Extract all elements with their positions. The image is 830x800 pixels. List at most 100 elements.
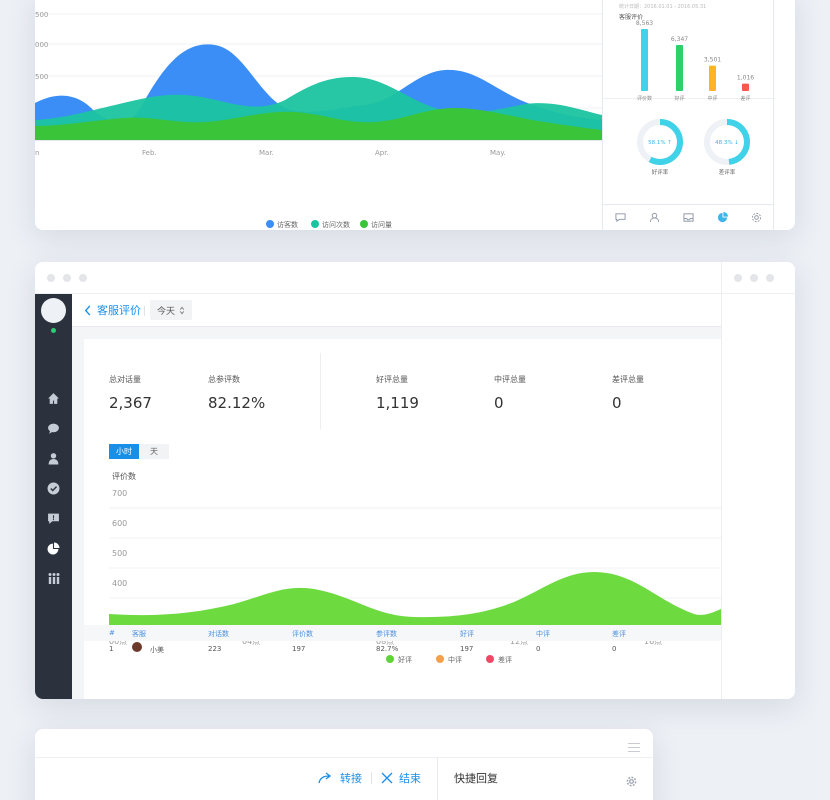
- phone-tab-bar: [603, 204, 773, 230]
- y-tick: 700: [112, 489, 127, 498]
- window-maximize-dot[interactable]: [79, 274, 87, 282]
- top-y-tick: 000: [35, 41, 48, 49]
- team-icon[interactable]: [46, 571, 61, 586]
- legend-label[interactable]: 访问次数: [322, 220, 350, 229]
- table-cell: 小美: [150, 646, 164, 654]
- chart-ylabel: 评价数: [112, 471, 136, 481]
- inbox-icon[interactable]: [681, 211, 695, 225]
- stat-participation: 总参评数 82.12%: [208, 374, 265, 412]
- back-link[interactable]: 客服评价: [84, 302, 141, 318]
- stat-bad-total: 差评总量 0: [612, 374, 644, 412]
- legend-label[interactable]: 访问量: [371, 220, 392, 229]
- phone-bar-label: 评价数: [637, 95, 652, 102]
- chat-icon[interactable]: [46, 421, 61, 436]
- phone-bar: [709, 65, 716, 91]
- table-cell: 197: [292, 645, 306, 653]
- end-chat-button[interactable]: 结束: [381, 770, 421, 786]
- home-icon[interactable]: [46, 391, 61, 406]
- phone-bar-value: 6,347: [671, 36, 688, 43]
- page-title: 客服评价: [97, 304, 141, 317]
- column-header[interactable]: 评价数: [292, 630, 313, 638]
- avatar[interactable]: [41, 298, 66, 323]
- mobile-preview: 统计日期：2016.01.01 - 2016.05.31 客服评价 8,563 评…: [602, 0, 775, 230]
- table-cell: 223: [208, 645, 222, 653]
- legend-label[interactable]: 访客数: [277, 220, 298, 229]
- chevron-left-icon: [84, 304, 91, 316]
- legend-swatch: [266, 220, 274, 228]
- phone-bar-value: 3,501: [704, 57, 721, 64]
- phone-bar: [641, 29, 648, 91]
- top-y-tick: 500: [35, 11, 48, 19]
- check-circle-icon[interactable]: [46, 481, 61, 496]
- period-select[interactable]: 今天: [150, 300, 193, 320]
- column-header[interactable]: #: [109, 629, 115, 637]
- transfer-button[interactable]: 转接: [318, 770, 362, 786]
- column-header[interactable]: 中评: [536, 630, 550, 638]
- window-close-dot[interactable]: [734, 274, 742, 282]
- donut-value: 58.1% ↑: [648, 139, 672, 146]
- top-legend[interactable]: 访客数 访问次数 访问量: [266, 220, 392, 229]
- tab-hour[interactable]: 小时: [109, 444, 139, 459]
- gear-icon[interactable]: [749, 211, 763, 225]
- user-icon[interactable]: [647, 211, 661, 225]
- stat-value: 82.12%: [208, 394, 266, 412]
- legend-swatch: [360, 220, 368, 228]
- window-close-dot[interactable]: [47, 274, 55, 282]
- panel-divider: [437, 757, 438, 800]
- table-header: # 客服 对话数 评价数 参评数 好评 中评 差评: [84, 625, 721, 641]
- legend-label[interactable]: 中评: [448, 655, 462, 664]
- table-cell: 0: [536, 645, 541, 653]
- x-tick: 08点: [376, 637, 394, 646]
- page-header: 客服评价 今天: [72, 294, 721, 327]
- tab-day[interactable]: 天: [139, 444, 169, 459]
- window-minimize-dot[interactable]: [750, 274, 758, 282]
- legend-swatch: [311, 220, 319, 228]
- top-x-tick: May.: [490, 149, 506, 157]
- column-header[interactable]: 差评: [612, 630, 626, 638]
- table-row[interactable]: 1 小美 223 197 82.7% 197 0 0: [84, 641, 721, 657]
- chart-legend[interactable]: 好评 中评 差评: [386, 655, 512, 664]
- x-tick: 04点: [242, 637, 260, 646]
- phone-bar: [676, 45, 683, 91]
- top-x-tick: n: [35, 149, 39, 157]
- stat-neutral-total: 中评总量 0: [494, 374, 526, 412]
- series-area-pageviews: [35, 108, 602, 140]
- menu-icon[interactable]: [628, 737, 640, 756]
- donut-label: 好评率: [652, 168, 669, 176]
- transfer-label: 转接: [340, 772, 362, 785]
- pie-chart-icon[interactable]: [46, 541, 61, 556]
- legend-swatch: [486, 655, 494, 663]
- phone-date-range: 统计日期：2016.01.01 - 2016.05.31: [619, 3, 706, 10]
- legend-label[interactable]: 好评: [398, 655, 412, 664]
- period-select-value: 今天: [157, 306, 176, 317]
- column-header[interactable]: 对话数: [208, 630, 229, 638]
- y-tick: 500: [112, 549, 127, 558]
- stat-label: 好评总量: [376, 375, 408, 384]
- stat-value: 2,367: [109, 394, 152, 412]
- chat-window: 转接 结束 快捷回复: [35, 729, 653, 800]
- window-minimize-dot[interactable]: [63, 274, 71, 282]
- traffic-overview-window: 500 000 500 n Feb. Mar. Apr. May. 访客数 访问…: [35, 0, 795, 230]
- stat-good-total: 好评总量 1,119: [376, 374, 419, 412]
- phone-bar-label: 好评: [674, 95, 684, 102]
- user-icon[interactable]: [46, 451, 61, 466]
- pie-chart-icon[interactable]: [715, 211, 729, 225]
- column-header[interactable]: 客服: [132, 630, 146, 638]
- table-cell: 1: [109, 645, 114, 653]
- stat-divider: [320, 353, 321, 429]
- stat-label: 差评总量: [612, 375, 644, 384]
- gear-icon[interactable]: [626, 772, 637, 791]
- side-panel: [721, 262, 795, 699]
- share-arrow-icon: [318, 772, 332, 784]
- column-header[interactable]: 参评数: [376, 630, 397, 638]
- window-maximize-dot[interactable]: [766, 274, 774, 282]
- top-x-tick: Apr.: [375, 149, 389, 157]
- chat-icon[interactable]: [613, 211, 627, 225]
- rating-area-chart: 评价数 700 600 500 400 00点 04点 08点 12点 16点 …: [109, 471, 721, 664]
- alert-message-icon[interactable]: [46, 511, 61, 526]
- mobile-rating-chart: 统计日期：2016.01.01 - 2016.05.31 客服评价 8,563 评…: [603, 3, 775, 176]
- legend-label[interactable]: 差评: [498, 655, 512, 664]
- stat-label: 总对话量: [109, 375, 141, 384]
- column-header[interactable]: 好评: [460, 630, 474, 638]
- phone-bar-label: 中评: [707, 95, 717, 102]
